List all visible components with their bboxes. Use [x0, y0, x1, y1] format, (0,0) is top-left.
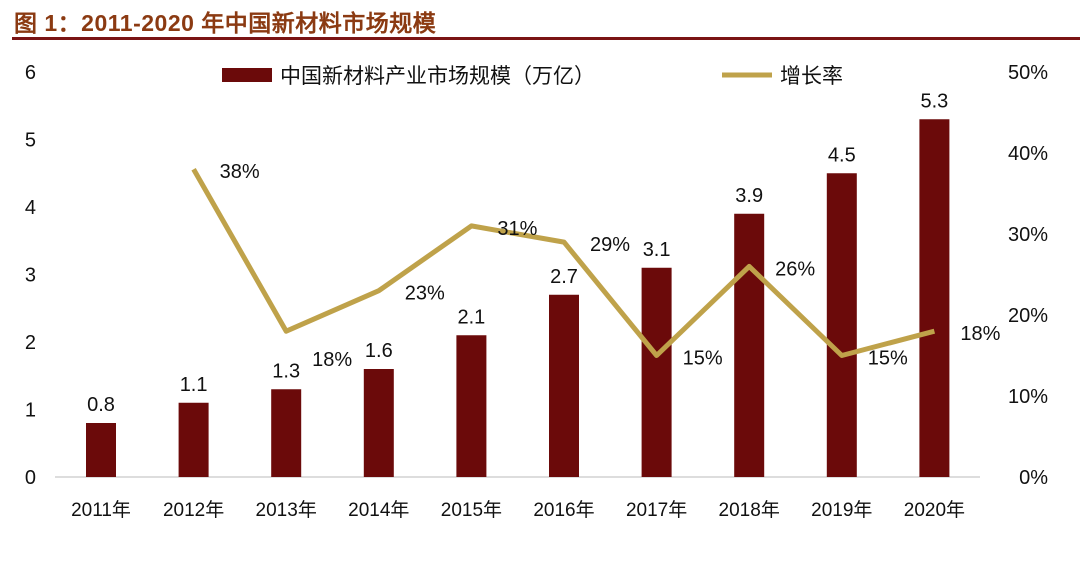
figure-title: 图 1：2011-2020 年中国新材料市场规模 [14, 10, 437, 36]
left-axis-tick-label: 6 [25, 62, 36, 84]
right-axis-tick-label: 0% [1019, 467, 1048, 489]
x-axis-tick-label: 2012年 [163, 499, 224, 521]
right-axis-tick-label: 40% [1008, 143, 1048, 165]
x-axis-tick-label: 2011年 [71, 499, 131, 521]
bar-data-label: 2.7 [550, 266, 578, 288]
bar [456, 335, 487, 477]
right-axis-tick-label: 10% [1008, 386, 1048, 408]
left-axis-tick-label: 3 [25, 265, 36, 287]
bar-data-label: 1.1 [180, 374, 208, 396]
bar [363, 369, 394, 477]
bar-data-label: 1.6 [365, 340, 393, 362]
left-axis-tick-label: 1 [25, 400, 36, 422]
line-data-label: 18% [312, 349, 352, 371]
line-data-label: 15% [683, 348, 723, 370]
bar-data-label: 3.1 [643, 239, 671, 261]
line-data-label: 18% [960, 323, 1000, 345]
bar [271, 389, 302, 477]
bar [826, 173, 857, 477]
line-data-label: 23% [405, 283, 445, 305]
title-rule [12, 37, 1080, 40]
legend-line-label: 增长率 [780, 65, 843, 88]
line-data-label: 38% [220, 161, 260, 183]
right-axis-tick-label: 20% [1008, 305, 1048, 327]
x-axis-tick-label: 2018年 [719, 499, 780, 521]
x-axis-tick-label: 2019年 [811, 499, 872, 521]
bar-data-label: 3.9 [735, 185, 763, 207]
x-axis-tick-label: 2016年 [533, 499, 594, 521]
bar [919, 119, 950, 477]
left-axis-tick-label: 2 [25, 332, 36, 354]
legend-bar-swatch [222, 68, 272, 82]
legend-bar-label: 中国新材料产业市场规模（万亿） [280, 65, 595, 88]
line-data-label: 15% [868, 348, 908, 370]
x-axis-tick-label: 2017年 [626, 499, 687, 521]
bar [549, 294, 579, 477]
bar [734, 213, 765, 477]
x-axis-tick-label: 2013年 [256, 499, 317, 521]
line-data-label: 31% [497, 218, 537, 240]
left-axis-tick-label: 5 [25, 130, 36, 152]
bar [641, 267, 672, 477]
bar-data-label: 2.1 [457, 306, 485, 328]
bar [86, 423, 116, 477]
left-axis-tick-label: 4 [25, 197, 36, 219]
x-axis-tick-label: 2020年 [904, 499, 965, 521]
bar-data-label: 1.3 [272, 360, 300, 382]
right-axis-tick-label: 50% [1008, 62, 1048, 84]
bar-data-label: 0.8 [87, 394, 115, 416]
growth-rate-line [191, 167, 936, 358]
bar-data-label: 5.3 [920, 90, 948, 112]
left-axis-tick-label: 0 [25, 467, 36, 489]
line-data-label: 26% [775, 258, 815, 280]
x-axis-tick-label: 2014年 [348, 499, 409, 521]
x-axis-tick-label: 2015年 [441, 499, 502, 521]
bar-data-label: 4.5 [828, 144, 856, 166]
line-data-label: 29% [590, 234, 630, 256]
bar [178, 402, 209, 477]
right-axis-tick-label: 30% [1008, 224, 1048, 246]
